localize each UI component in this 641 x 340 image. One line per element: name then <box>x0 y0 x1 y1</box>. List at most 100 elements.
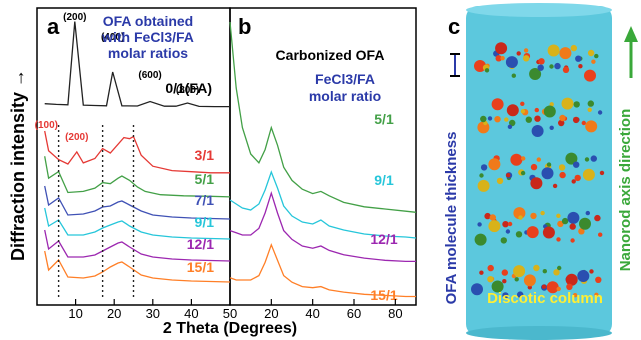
atom-2-11 <box>521 156 526 161</box>
peak-label-0: (200) <box>63 12 86 23</box>
series-label-a-4: 9/1 <box>195 214 215 230</box>
atom-0-16 <box>537 64 544 71</box>
atom-2-6 <box>496 177 504 185</box>
atom-0-32 <box>587 49 595 57</box>
atom-4-23 <box>557 265 562 271</box>
discotic-column-label: Discotic column <box>487 290 603 307</box>
atom-3-15 <box>526 226 539 239</box>
atom-0-25 <box>559 47 572 60</box>
panel-a-letter: a <box>47 14 60 39</box>
cylinder-bottom <box>466 326 612 340</box>
panel-b-plot: 5/1 9/1 12/1 15/1 <box>229 21 417 303</box>
panel-a-title-line3: molar ratios <box>108 45 188 61</box>
series-label-a-3: 7/1 <box>195 192 215 208</box>
atom-1-6 <box>494 116 501 123</box>
atom-2-30 <box>582 168 595 181</box>
y-axis-label: Diffraction intensity → <box>8 69 28 261</box>
atom-0-21 <box>549 64 554 69</box>
atom-4-30 <box>577 270 590 282</box>
atom-3-27 <box>570 238 575 243</box>
nanorod-arrow-head <box>624 26 638 42</box>
atom-1-11 <box>520 101 525 107</box>
atom-4-27 <box>572 293 578 298</box>
atom-2-2 <box>480 164 488 171</box>
atom-4-15 <box>523 274 536 287</box>
atom-1-21 <box>549 125 554 130</box>
atom-1-15 <box>531 125 544 137</box>
atom-1-19 <box>549 102 554 107</box>
atom-4-17 <box>542 269 547 274</box>
atom-3-17 <box>540 210 545 216</box>
series-line-b-1 <box>229 170 417 239</box>
series-label-b-1: 9/1 <box>374 172 394 188</box>
atom-0-31 <box>591 59 596 64</box>
tick-label-b-2: 60 <box>347 306 361 321</box>
atom-0-5 <box>495 42 508 55</box>
atom-1-20 <box>543 105 556 118</box>
atom-4-31 <box>589 269 594 274</box>
atom-2-33 <box>599 170 605 176</box>
atom-1-14 <box>525 116 532 123</box>
series-line-a-2 <box>44 156 231 198</box>
atom-4-33 <box>594 292 599 297</box>
atom-4-0 <box>471 283 483 296</box>
x-axis-ticks: 10 20 30 40 50 20 40 60 80 <box>68 299 403 321</box>
atom-0-29 <box>578 63 583 69</box>
series-label-b-3: 15/1 <box>370 287 397 303</box>
atom-3-8 <box>502 221 509 228</box>
tick-label-b-3: 80 <box>388 306 402 321</box>
atom-1-2 <box>480 115 487 123</box>
atom-0-20 <box>547 44 560 57</box>
cylinder-top <box>466 3 612 17</box>
panel-a-plot: 0/1(FA) 3/1 5/1 7/1 9/1 12/1 15/1 (200) (400) (60… <box>35 12 231 300</box>
atom-0-22 <box>554 62 561 70</box>
atom-4-12 <box>517 291 524 298</box>
atom-0-26 <box>570 44 577 52</box>
atom-4-21 <box>556 286 561 292</box>
atom-4-5 <box>491 280 504 293</box>
atom-0-6 <box>495 55 502 62</box>
tick-label-b-0: 20 <box>264 306 278 321</box>
series-line-a-0 <box>44 21 230 108</box>
atom-3-12 <box>515 231 523 238</box>
atom-3-32 <box>594 214 601 222</box>
atom-1-7 <box>504 117 509 122</box>
series-line-b-3 <box>229 242 416 298</box>
panel-b-legend-title-line1: FeCl3/FA <box>315 71 375 87</box>
atom-4-6 <box>502 292 509 299</box>
panel-b-letter: b <box>238 14 251 39</box>
panel-b-frame <box>229 7 417 306</box>
atom-1-32 <box>587 100 594 107</box>
atom-3-25 <box>567 211 580 224</box>
atom-0-18 <box>538 58 545 65</box>
atom-3-23 <box>556 213 561 218</box>
series-line-a-6 <box>44 250 231 283</box>
atom-3-24 <box>561 217 569 225</box>
atom-3-9 <box>507 221 513 227</box>
atom-0-33 <box>594 53 599 59</box>
atom-1-25 <box>561 97 574 110</box>
atom-1-5 <box>491 98 504 111</box>
atom-1-29 <box>581 120 586 126</box>
atom-0-28 <box>575 55 582 62</box>
tick-label-b-1: 40 <box>305 306 319 321</box>
atom-1-33 <box>597 110 603 115</box>
atom-3-0 <box>474 233 487 246</box>
atom-4-8 <box>501 269 508 276</box>
atom-2-31 <box>584 157 590 162</box>
panel-c-letter: c <box>448 14 460 39</box>
atom-3-21 <box>556 237 561 242</box>
atom-1-30 <box>585 120 598 133</box>
atom-3-30 <box>579 217 591 230</box>
atom-2-22 <box>559 171 566 179</box>
series-label-b-2: 12/1 <box>370 231 397 247</box>
panel-c: c OFA molecule thickness Nanorod axis di… <box>443 3 638 340</box>
atom-3-33 <box>598 232 603 237</box>
series-label-a-0: 0/1(FA) <box>165 80 212 96</box>
atom-0-15 <box>529 68 542 80</box>
atom-1-28 <box>572 116 580 124</box>
nanorod-axis-label: Nanorod axis direction <box>617 109 634 272</box>
atom-2-28 <box>574 174 581 182</box>
atom-0-9 <box>511 73 516 78</box>
